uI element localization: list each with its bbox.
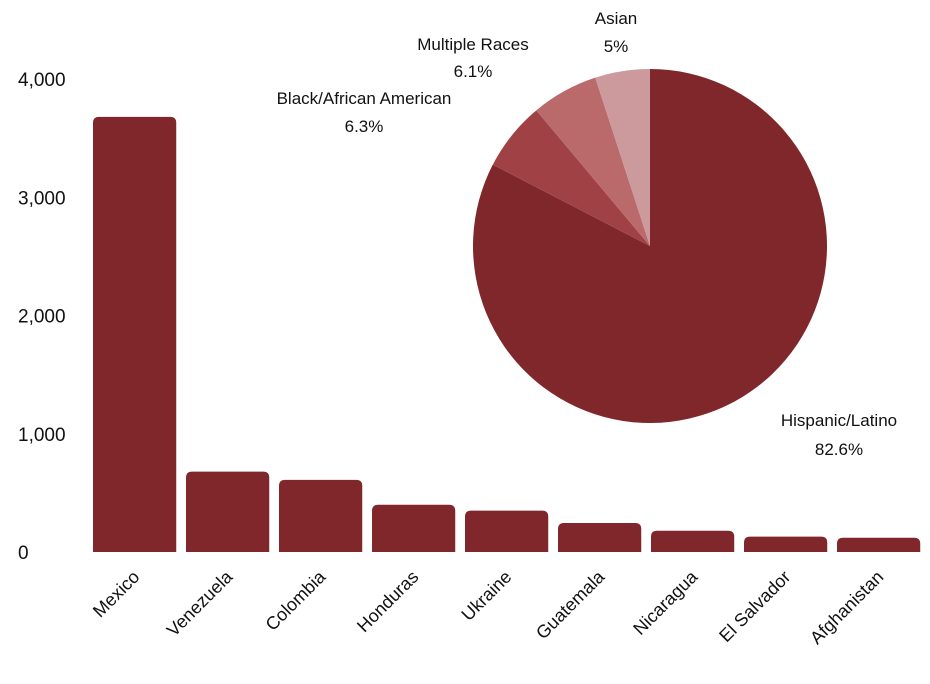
pie-slice-value: 5% [604, 37, 629, 56]
bar-guatemala [558, 523, 642, 552]
x-category-label: Nicaragua [629, 566, 702, 639]
x-category-label: Honduras [353, 567, 422, 636]
y-tick-label: 0 [18, 543, 29, 564]
pie-slice-label: Hispanic/Latino [781, 411, 897, 430]
bar-honduras [372, 504, 456, 552]
pie-chart: Hispanic/Latino 82.6% Black/African Americ… [277, 9, 898, 459]
y-tick-label: 4,000 [18, 70, 66, 91]
x-category-label: Colombia [262, 566, 331, 635]
x-category-label: Guatemala [532, 566, 609, 643]
bar-mexico [93, 116, 177, 552]
x-category-label: Ukraine [457, 567, 515, 625]
y-tick-label: 3,000 [18, 188, 66, 209]
pie-slice-label: Black/African American [277, 89, 452, 108]
pie-slice-value: 82.6% [815, 440, 863, 459]
bar-afghanistan [837, 537, 921, 552]
bar-ukraine [465, 510, 549, 552]
pie-slice-value: 6.3% [345, 117, 384, 136]
x-category-label: Mexico [89, 567, 143, 621]
bar-colombia [279, 479, 363, 552]
pie-slice-asian [595, 69, 650, 246]
pie-slice-label: Multiple Races [417, 35, 529, 54]
bar-nicaragua [651, 530, 735, 552]
pie-slice-multiple-races [536, 77, 650, 246]
x-category-label: Afghanistan [806, 567, 887, 648]
x-category-label: Venezuela [163, 566, 237, 640]
pie-slice-hispanic-latino [473, 69, 827, 424]
x-category-label: El Salvador [715, 567, 794, 646]
pie-slice-black-african-american [492, 110, 650, 246]
y-tick-label: 1,000 [18, 425, 66, 446]
pie-slice-label: Asian [595, 9, 638, 28]
y-tick-label: 2,000 [18, 307, 66, 328]
pie-slice-value: 6.1% [454, 62, 493, 81]
bar-el-salvador [744, 536, 828, 552]
bar-venezuela [186, 471, 270, 552]
